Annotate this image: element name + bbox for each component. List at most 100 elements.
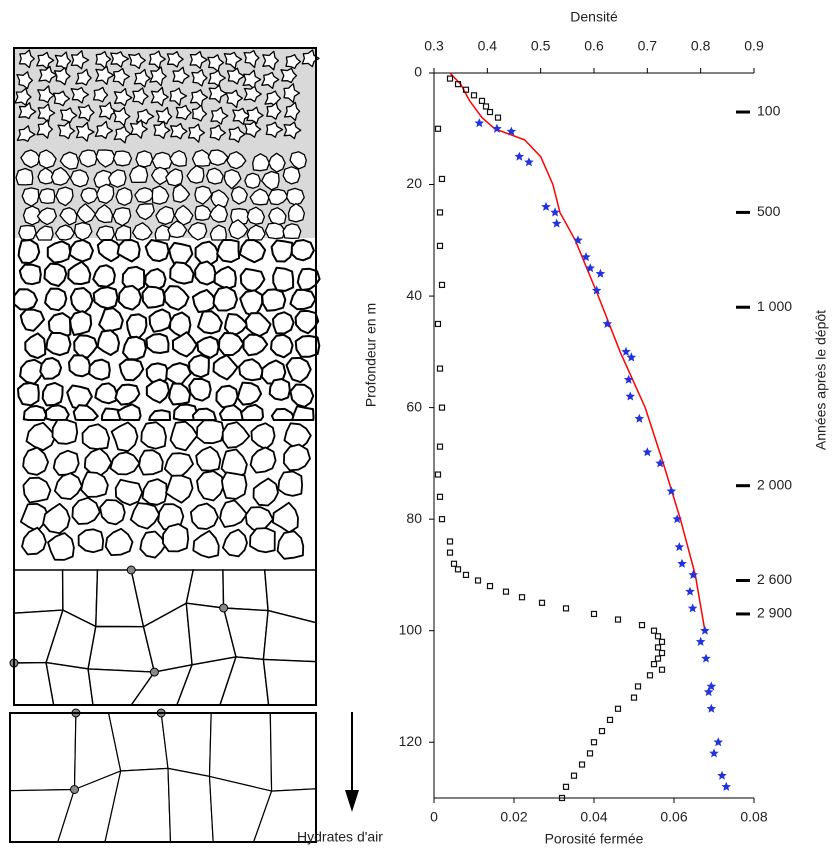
grain (192, 530, 220, 559)
grain (289, 383, 315, 408)
x2-tick-label: 0.9 (744, 38, 764, 54)
grain (232, 107, 252, 126)
ice-column (9, 712, 317, 843)
density-point (551, 218, 562, 228)
grain (75, 68, 92, 86)
grain (116, 239, 141, 263)
grain (209, 203, 229, 223)
density-curve (449, 72, 706, 631)
grain (167, 767, 214, 843)
grain (70, 50, 90, 70)
grain (114, 478, 144, 506)
grain (151, 151, 173, 170)
grain (213, 265, 237, 290)
grain (139, 530, 167, 559)
porosity-point (558, 794, 566, 802)
grain (150, 166, 170, 186)
x-tick-label: 0.06 (660, 809, 687, 825)
grain (276, 530, 305, 560)
density-point (674, 542, 685, 552)
porosity-point (590, 610, 598, 618)
density-point (626, 352, 637, 362)
grain (189, 50, 208, 69)
grain (151, 185, 170, 205)
grain (246, 106, 264, 125)
grain (19, 502, 50, 532)
density-point (591, 285, 602, 295)
grain (92, 286, 119, 310)
density-point (514, 151, 525, 161)
grain (13, 288, 39, 311)
grain (272, 311, 295, 335)
porosity-point (482, 103, 490, 110)
grain (13, 569, 64, 614)
grain (134, 187, 156, 204)
x2-tick-label: 0.4 (478, 38, 498, 54)
grain (52, 90, 71, 107)
grain (135, 203, 155, 221)
grain (75, 121, 95, 142)
grain (52, 449, 80, 476)
grain (187, 123, 206, 143)
grain (172, 403, 199, 421)
age-label: 2 600 (757, 571, 792, 587)
porosity-point (486, 108, 494, 116)
grain (212, 286, 238, 312)
y-tick-label: 120 (399, 733, 423, 749)
porosity-point (494, 114, 502, 121)
grain (129, 119, 148, 139)
grain (271, 501, 299, 534)
grain (191, 149, 212, 167)
grain (150, 86, 169, 107)
air-bubble (126, 565, 136, 575)
grain (191, 288, 217, 313)
x-tick-label: 0.02 (500, 809, 527, 825)
grain (301, 49, 320, 68)
grain (268, 378, 291, 401)
grain (163, 285, 190, 311)
grain (269, 712, 317, 792)
density-point (721, 781, 731, 791)
grain (22, 476, 52, 504)
grain (282, 223, 302, 240)
porosity-point (438, 516, 446, 523)
grain (268, 152, 286, 173)
grain (50, 166, 71, 186)
grain (144, 267, 167, 291)
grain (172, 183, 191, 203)
grain (47, 532, 75, 561)
grain (76, 203, 97, 224)
density-point (573, 235, 583, 245)
grain (194, 260, 217, 286)
grain (188, 354, 210, 379)
grain (191, 104, 208, 122)
age-label: 2 000 (757, 476, 792, 492)
grain (59, 151, 80, 170)
grain (270, 333, 294, 359)
grain (148, 409, 172, 421)
grain (18, 263, 42, 286)
grain (54, 51, 72, 71)
grain (261, 71, 280, 90)
grain (244, 120, 262, 138)
grain (45, 661, 94, 706)
grain (195, 419, 225, 445)
density-point (602, 319, 613, 328)
grain (189, 89, 209, 108)
density-point (701, 653, 711, 663)
x-tick-label: 0.08 (740, 809, 767, 825)
grain (59, 207, 78, 226)
grain (9, 712, 77, 792)
grain (77, 104, 95, 122)
grain (239, 267, 266, 293)
grain (249, 188, 270, 206)
density-point (713, 737, 723, 747)
grain (132, 222, 153, 241)
density-point (706, 703, 717, 713)
grain (45, 332, 72, 357)
grain (291, 405, 315, 421)
porosity-point (586, 750, 594, 757)
porosity-point (438, 404, 446, 411)
grain (242, 333, 269, 357)
grain (125, 313, 148, 339)
